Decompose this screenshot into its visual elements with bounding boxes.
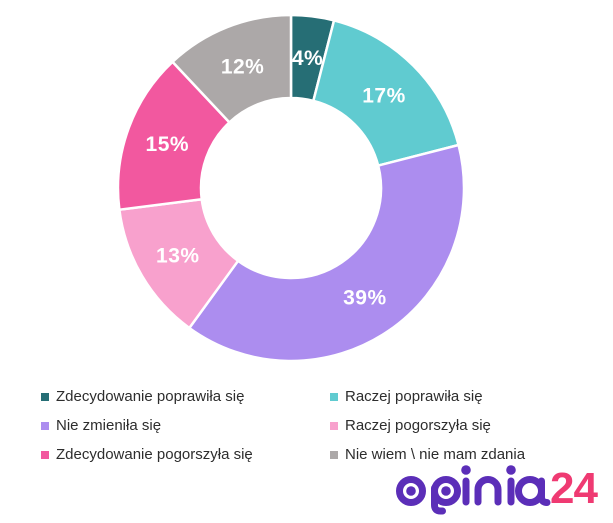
donut-slice-label-5: 12% bbox=[221, 55, 265, 78]
legend-item-nie-wiem: Nie wiem \ nie mam zdania bbox=[330, 446, 525, 464]
legend-label: Raczej pogorszyła się bbox=[345, 417, 491, 434]
legend-item-zdecydowanie-poprawila: Zdecydowanie poprawiła się bbox=[41, 388, 330, 406]
legend-item-nie-zmienila: Nie zmieniła się bbox=[41, 417, 330, 435]
legend-item-zdecydowanie-pogorszyla: Zdecydowanie pogorszyła się bbox=[41, 446, 330, 464]
logo-letter-i2-dot bbox=[506, 465, 516, 475]
logo-letter-o-dot bbox=[406, 486, 416, 496]
legend-marker bbox=[41, 451, 49, 459]
donut-slice-label-0: 4% bbox=[292, 47, 323, 70]
donut-slice-label-3: 13% bbox=[156, 244, 200, 267]
legend-item-raczej-pogorszyla: Raczej pogorszyła się bbox=[330, 417, 525, 435]
legend-marker bbox=[41, 393, 49, 401]
legend-label: Nie wiem \ nie mam zdania bbox=[345, 446, 526, 463]
logo-letter-i-dot bbox=[461, 465, 471, 475]
opinia24-logo: 24 bbox=[394, 464, 608, 516]
legend-label: Zdecydowanie pogorszyła się bbox=[56, 446, 253, 463]
logo-letter-a-stem bbox=[538, 477, 551, 506]
logo-suffix-24: 24 bbox=[550, 464, 598, 513]
legend-marker bbox=[330, 422, 338, 430]
legend-label: Nie zmieniła się bbox=[56, 417, 162, 434]
legend-item-raczej-poprawila: Raczej poprawiła się bbox=[330, 388, 525, 406]
legend-marker bbox=[330, 451, 338, 459]
opinia24-wordmark: 24 bbox=[396, 464, 599, 515]
legend-label: Raczej poprawiła się bbox=[345, 388, 483, 405]
chart-legend: Zdecydowanie poprawiła się Raczej popraw… bbox=[41, 388, 525, 464]
donut-slice-label-2: 39% bbox=[343, 286, 387, 309]
donut-slice-label-1: 17% bbox=[362, 85, 406, 108]
logo-letter-o-ring bbox=[396, 476, 426, 506]
legend-marker bbox=[330, 393, 338, 401]
donut-slice-5 bbox=[171, 13, 293, 124]
legend-marker bbox=[41, 422, 49, 430]
logo-letter-n bbox=[474, 476, 502, 506]
donut-slice-2 bbox=[188, 143, 466, 363]
legend-label: Zdecydowanie poprawiła się bbox=[56, 388, 245, 405]
logo-letter-p-stem bbox=[431, 484, 446, 515]
donut-slice-label-4: 15% bbox=[146, 133, 190, 156]
logo-letter-p-dot bbox=[441, 486, 451, 496]
